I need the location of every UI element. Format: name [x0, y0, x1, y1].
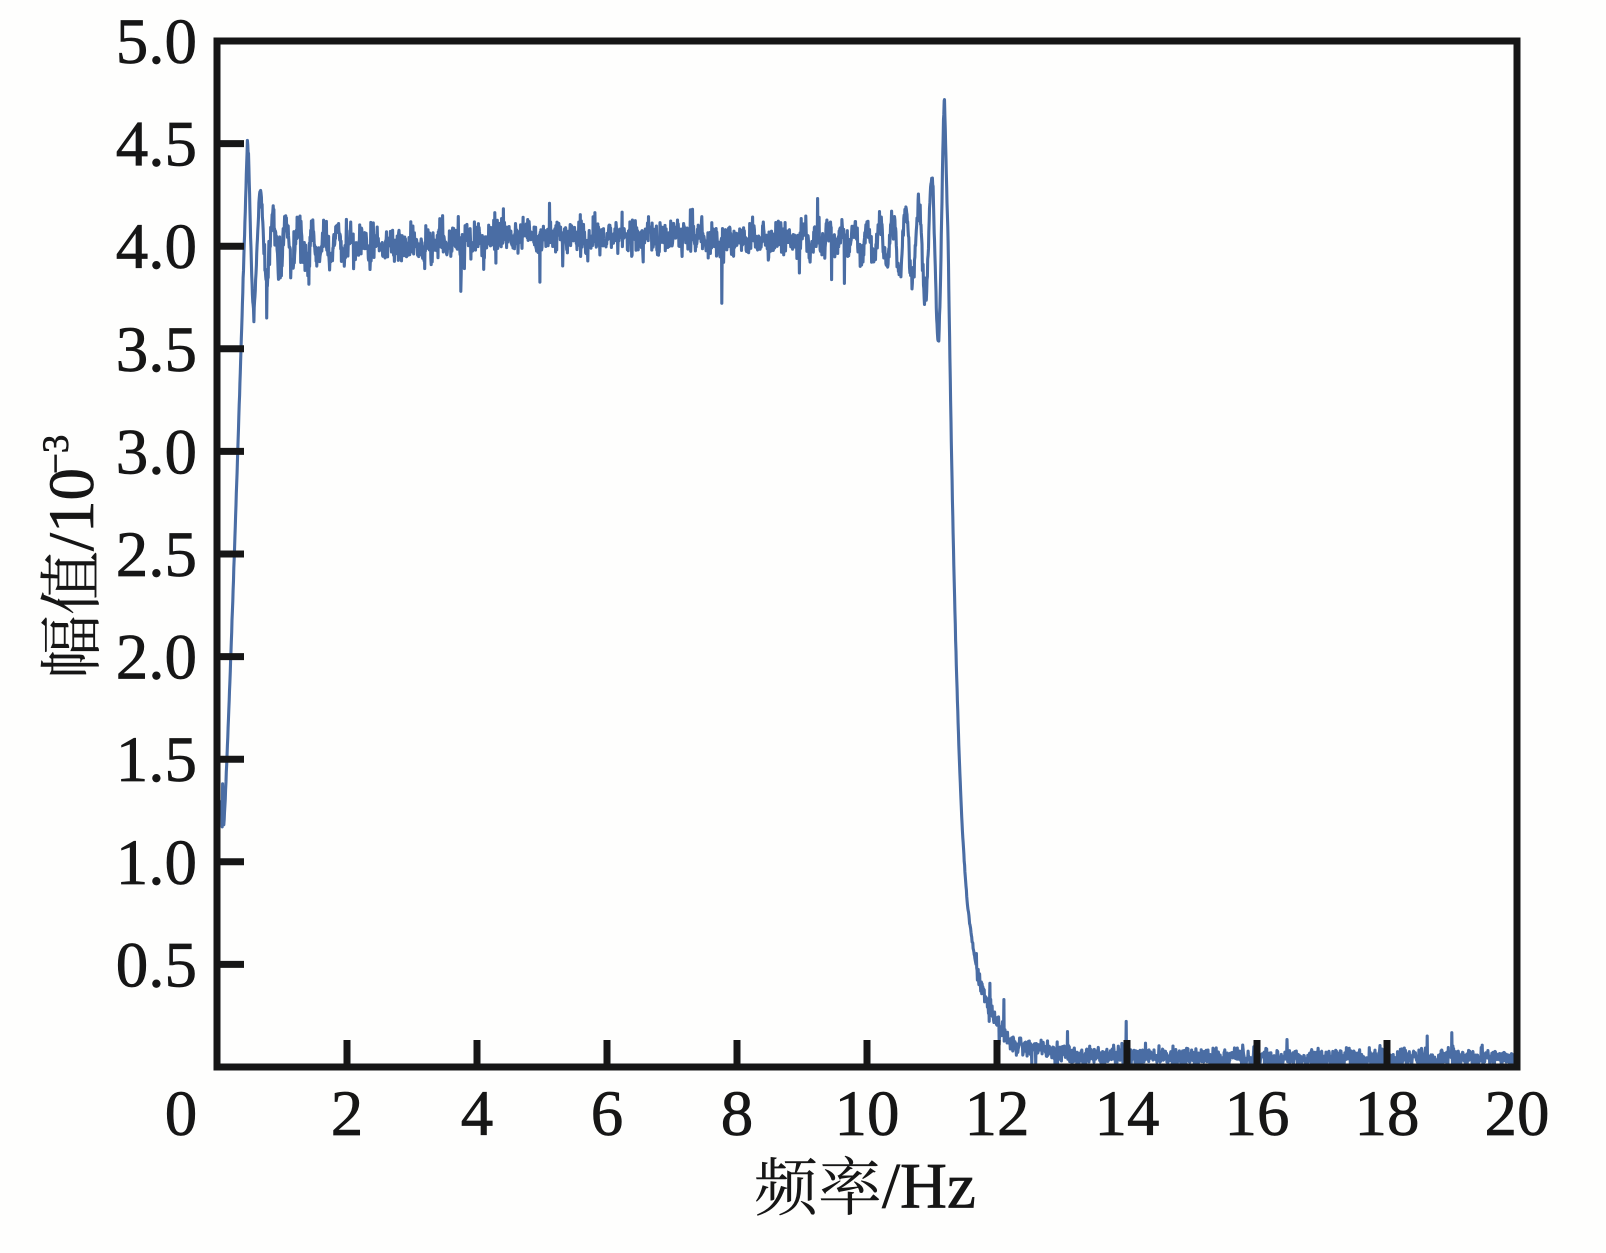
- svg-text:14: 14: [1095, 1078, 1160, 1150]
- svg-text:3.5: 3.5: [116, 314, 197, 386]
- svg-text:3.0: 3.0: [116, 416, 197, 488]
- svg-text:2: 2: [331, 1078, 364, 1150]
- svg-text:1.5: 1.5: [116, 724, 197, 796]
- svg-text:18: 18: [1355, 1078, 1420, 1150]
- svg-text:4: 4: [461, 1078, 494, 1150]
- svg-text:8: 8: [721, 1078, 754, 1150]
- svg-text:/Hz: /Hz: [882, 1151, 976, 1223]
- svg-text:4.5: 4.5: [116, 109, 197, 181]
- svg-text:16: 16: [1225, 1078, 1290, 1150]
- svg-text:12: 12: [965, 1078, 1030, 1150]
- svg-text:6: 6: [591, 1078, 624, 1150]
- svg-text:2.0: 2.0: [116, 622, 197, 694]
- svg-text:2.5: 2.5: [116, 519, 197, 591]
- svg-text:4.0: 4.0: [116, 211, 197, 283]
- svg-text:20: 20: [1485, 1078, 1550, 1150]
- svg-text:0.5: 0.5: [116, 929, 197, 1001]
- svg-text:1.0: 1.0: [116, 827, 197, 899]
- svg-text:10: 10: [835, 1078, 900, 1150]
- svg-text:5.0: 5.0: [116, 6, 197, 78]
- svg-text:0: 0: [165, 1078, 198, 1150]
